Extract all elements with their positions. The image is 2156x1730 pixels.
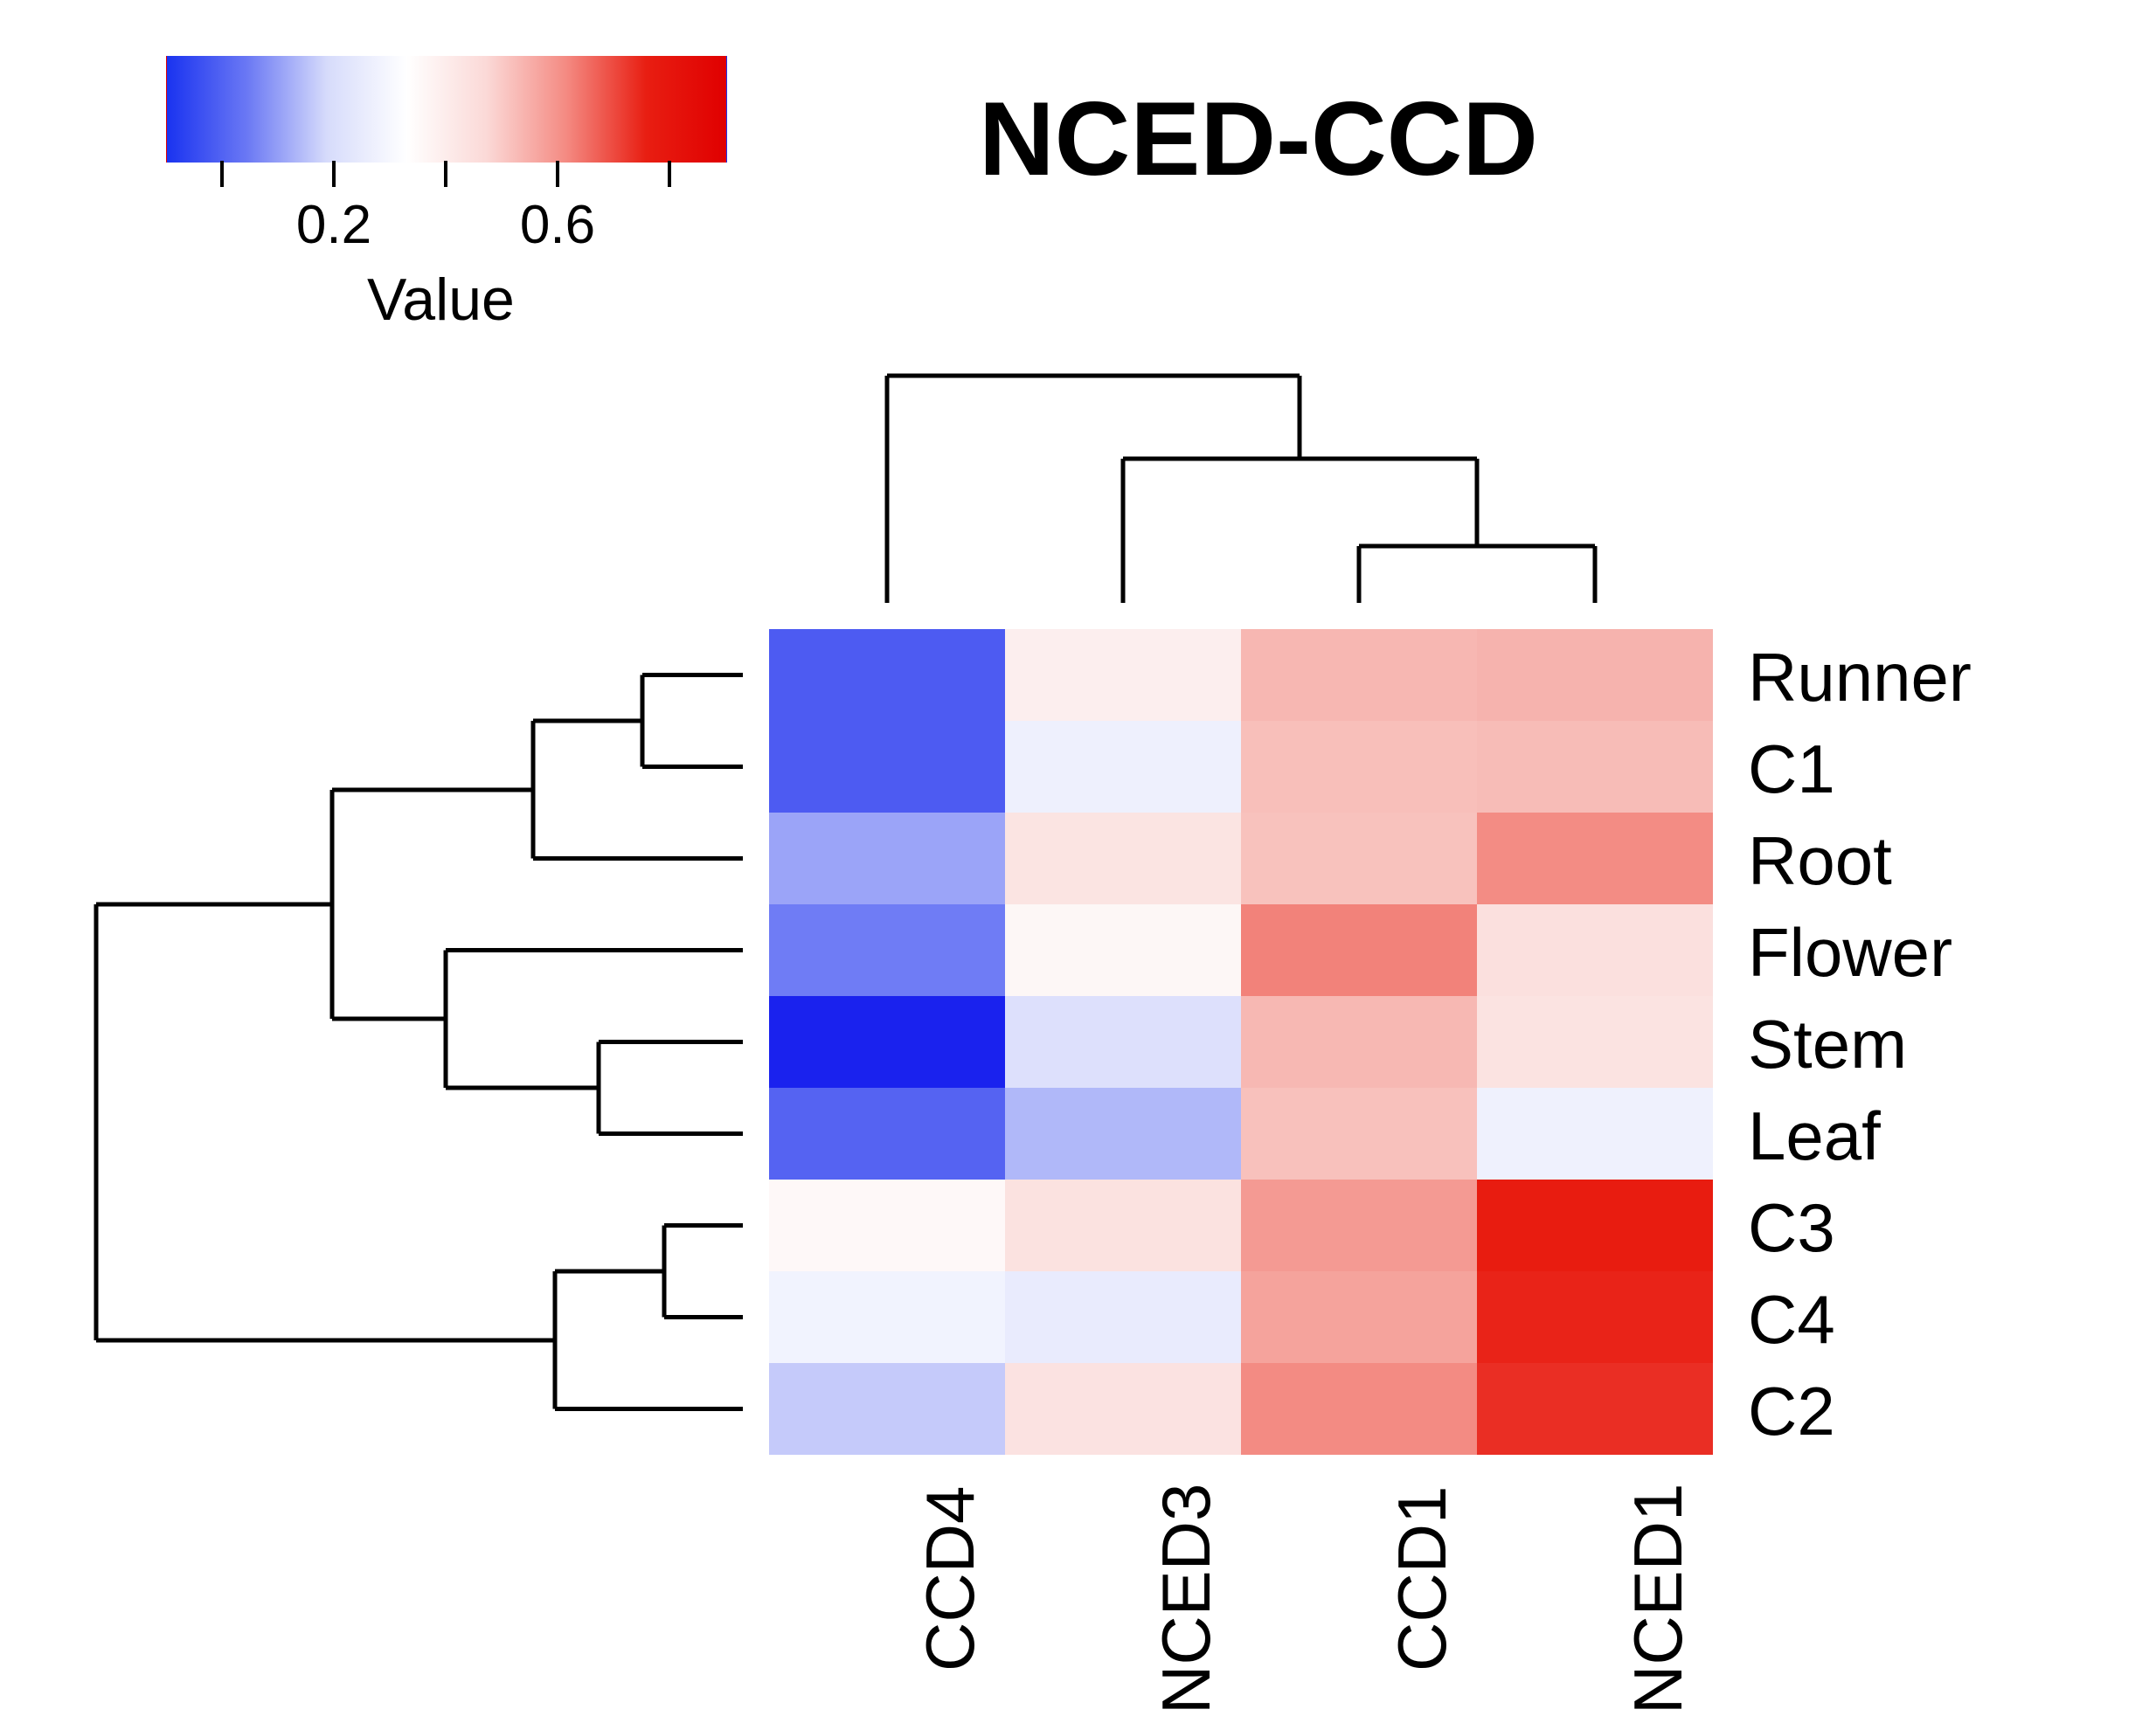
heatmap-cell (1477, 721, 1713, 813)
heatmap-cell (1477, 1271, 1713, 1363)
row-label: C1 (1748, 730, 1835, 809)
heatmap-cell (1241, 629, 1477, 721)
row-label: C3 (1748, 1188, 1835, 1268)
row-label: Stem (1748, 1005, 1907, 1084)
row-label: C2 (1748, 1372, 1835, 1451)
heatmap-cell (1241, 904, 1477, 996)
color-legend-title: Value (367, 266, 515, 334)
heatmap-cell (1477, 813, 1713, 904)
color-legend-bar (166, 56, 727, 163)
heatmap-cell (1477, 1363, 1713, 1455)
row-label: Root (1748, 821, 1892, 901)
legend-tick (556, 161, 559, 187)
row-label: Flower (1748, 913, 1952, 993)
figure-stage: NCED-CCD 0.2 0.6 Value Runner C1 Root Flower… (0, 0, 2156, 1730)
heatmap-cell (1005, 721, 1241, 813)
heatmap-cell (1005, 1271, 1241, 1363)
heatmap-cell (1241, 996, 1477, 1088)
heatmap-cell (1241, 1271, 1477, 1363)
heatmap-cell (1477, 996, 1713, 1088)
heatmap-cell (1005, 1088, 1241, 1180)
heatmap-cell (769, 721, 1005, 813)
legend-tick-label: 0.2 (296, 194, 371, 256)
heatmap-cell (769, 996, 1005, 1088)
heatmap-cell (769, 1088, 1005, 1180)
heatmap-cell (1005, 904, 1241, 996)
row-label: Leaf (1748, 1097, 1881, 1176)
heatmap-cell (1477, 1088, 1713, 1180)
col-label: NCED1 (1619, 1483, 1698, 1713)
heatmap-cell (769, 1271, 1005, 1363)
row-label: C4 (1748, 1280, 1835, 1360)
legend-tick-label: 0.6 (520, 194, 595, 256)
plot-title: NCED-CCD (979, 79, 1538, 199)
col-label: NCED3 (1147, 1483, 1226, 1713)
heatmap-cell (1005, 1180, 1241, 1271)
heatmap-cell (769, 1180, 1005, 1271)
heatmap-cell (1241, 721, 1477, 813)
heatmap-cell (769, 813, 1005, 904)
heatmap-cell (1241, 1363, 1477, 1455)
heatmap-cell (1241, 1088, 1477, 1180)
col-label: CCD4 (911, 1486, 990, 1671)
heatmap-cell (1241, 813, 1477, 904)
row-label: Runner (1748, 638, 1972, 717)
legend-tick (668, 161, 671, 187)
heatmap-cell (1005, 996, 1241, 1088)
heatmap-cell (1005, 629, 1241, 721)
heatmap-cell (1477, 904, 1713, 996)
heatmap-cell (769, 904, 1005, 996)
heatmap-cell (1005, 813, 1241, 904)
legend-tick (332, 161, 336, 187)
row-dendrogram (70, 629, 743, 1455)
heatmap-cell (769, 629, 1005, 721)
heatmap-cell (1477, 1180, 1713, 1271)
column-dendrogram (769, 376, 1713, 603)
heatmap-cell (1005, 1363, 1241, 1455)
legend-tick (220, 161, 224, 187)
col-label: CCD1 (1383, 1486, 1462, 1671)
heatmap-cell (1477, 629, 1713, 721)
heatmap-cell (1241, 1180, 1477, 1271)
heatmap-cell (769, 1363, 1005, 1455)
legend-tick (444, 161, 447, 187)
